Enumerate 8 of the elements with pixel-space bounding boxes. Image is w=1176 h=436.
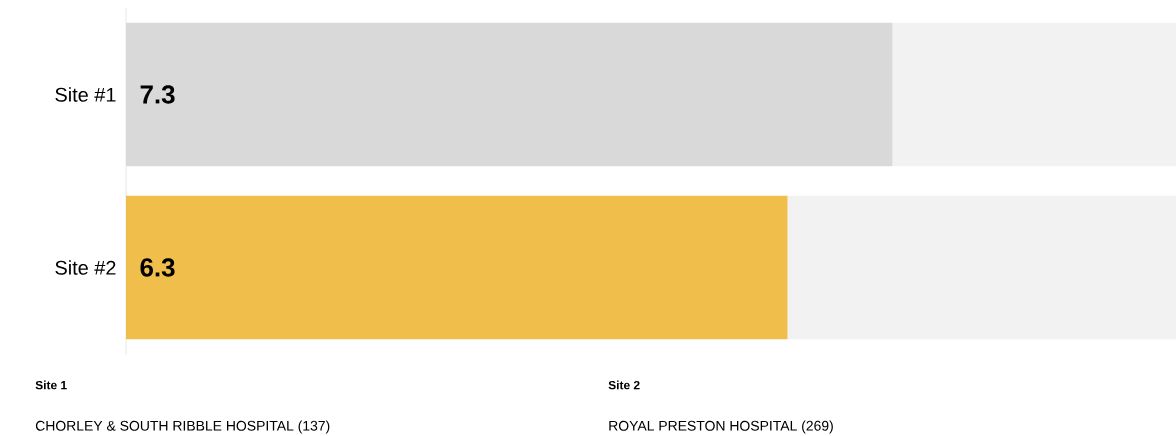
y-tick-label: Site #2 bbox=[55, 260, 116, 275]
data-label: 6.3 bbox=[140, 258, 175, 277]
text: ROYAL PRESTON HOSPITAL (269) bbox=[609, 420, 833, 434]
text: CHORLEY & SOUTH RIBBLE HOSPITAL (137) bbox=[35, 420, 330, 434]
text: Site 2 bbox=[608, 380, 640, 390]
text: Site 1 bbox=[35, 380, 67, 390]
data-label: 7.3 bbox=[140, 85, 175, 104]
y-tick-label: Site #1 bbox=[55, 87, 116, 102]
